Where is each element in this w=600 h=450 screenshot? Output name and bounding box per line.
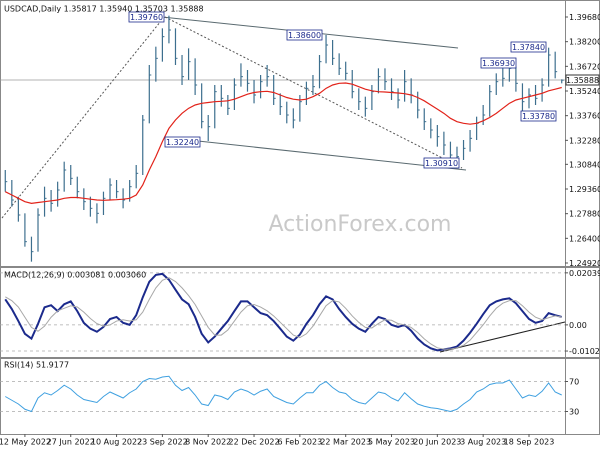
rsi-title: RSI(14) 51.9177 xyxy=(4,361,69,370)
annotation-label: 1.36930 xyxy=(482,59,515,68)
y-tick-label: 1.33760 xyxy=(569,112,600,121)
y-tick-label: 1.24920 xyxy=(569,259,600,268)
marks: 1.39680 1.38200 1.36720 1.35240 1.33760 1.322… xyxy=(0,11,600,447)
signal-line xyxy=(5,277,562,350)
x-tick-label: 27 Jun 2022 xyxy=(47,438,95,447)
guide-line xyxy=(164,16,463,169)
x-tick-label: 5 May 2023 xyxy=(368,438,415,447)
annotation-label: 1.37840 xyxy=(512,43,545,52)
y-tick-label: 1.32280 xyxy=(569,136,600,145)
x-tick-label: 10 Aug 2022 xyxy=(91,438,142,447)
chart-title: USDCAD,Daily 1.35817 1.35940 1.35703 1.3… xyxy=(4,5,204,14)
macd-title: MACD(12,26,9) 0.003081 0.003060 xyxy=(4,271,146,280)
y-tick-label: 1.30840 xyxy=(569,160,600,169)
annotation-box xyxy=(286,29,323,41)
y-tick-label: 0.00 xyxy=(569,321,587,330)
x-tick-label: 3 Aug 2023 xyxy=(460,438,506,447)
y-tick-label: 1.27880 xyxy=(569,210,600,219)
x-tick-label: 22 Mar 2023 xyxy=(320,438,371,447)
trend-line xyxy=(197,140,467,171)
annotation-box xyxy=(128,11,165,23)
guide-line xyxy=(1,15,166,219)
y-tick-label: 70 xyxy=(569,378,579,387)
rsi-line xyxy=(5,375,562,413)
y-tick-label: 1.26400 xyxy=(569,234,600,243)
annotation-label: 1.38600 xyxy=(288,31,321,40)
x-tick-label: 8 Nov 2022 xyxy=(185,438,231,447)
y-tick-label: 0.020399 xyxy=(569,269,600,278)
y-tick-label: -0.01026 xyxy=(569,347,600,356)
last-price-box xyxy=(565,74,600,86)
annotation-box xyxy=(520,110,557,122)
annotation-label: 1.32240 xyxy=(166,138,199,147)
macd-trend-line xyxy=(439,321,566,353)
x-tick-label: 20 Jun 2023 xyxy=(413,438,461,447)
moving-average-line xyxy=(4,82,562,204)
annotation-box xyxy=(510,41,547,53)
x-tick-label: 12 May 2022 xyxy=(0,438,51,447)
annotation-box xyxy=(164,136,201,148)
x-tick-label: 18 Sep 2023 xyxy=(504,438,555,447)
y-tick-label: 1.29360 xyxy=(569,185,600,194)
annotation-box xyxy=(480,57,517,69)
x-tick-label: 23 Sep 2022 xyxy=(137,438,188,447)
y-tick-label: 1.39680 xyxy=(569,13,600,22)
last-price-label: 1.35888 xyxy=(566,76,599,85)
annotation-label: 1.39760 xyxy=(130,13,163,22)
y-tick-label: 1.35240 xyxy=(569,87,600,96)
macd-line xyxy=(4,272,562,352)
annotation-label: 1.33780 xyxy=(522,112,555,121)
x-tick-label: 22 Dec 2022 xyxy=(228,438,279,447)
annotation-label: 1.30910 xyxy=(425,159,458,168)
x-tick-label: 6 Feb 2023 xyxy=(278,438,323,447)
annotation-box xyxy=(423,157,460,169)
y-tick-label: 30 xyxy=(569,408,579,417)
y-tick-label: 1.36720 xyxy=(569,62,600,71)
watermark: ActionForex.com xyxy=(269,212,452,237)
y-tick-label: 1.38200 xyxy=(569,38,600,47)
